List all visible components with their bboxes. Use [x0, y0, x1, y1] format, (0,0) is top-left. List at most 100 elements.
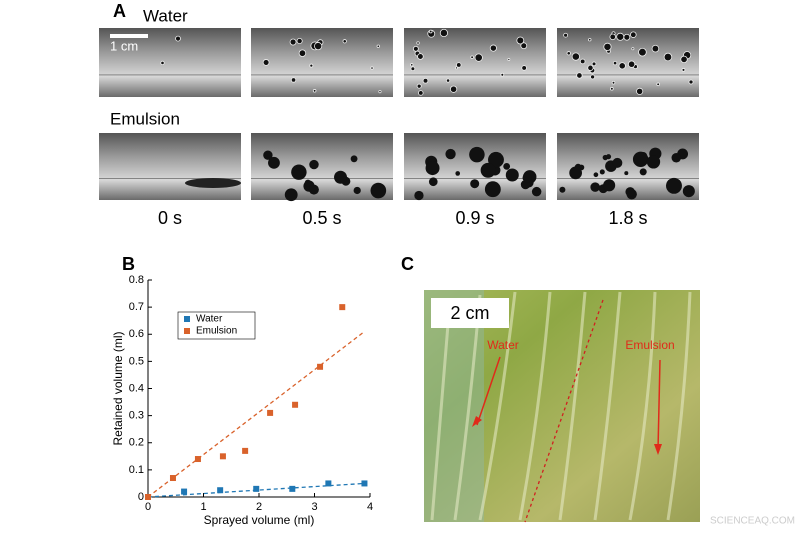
arrow	[476, 356, 501, 426]
watermark: SCIENCEAQ.COM	[710, 516, 795, 527]
point	[169, 475, 176, 482]
point	[145, 494, 151, 500]
droplet	[342, 39, 347, 44]
droplet	[663, 52, 673, 62]
droplet	[681, 68, 686, 72]
time-label: 0.9 s	[455, 208, 494, 228]
droplet	[638, 47, 647, 57]
y-tick-label: 0.6	[129, 328, 144, 340]
droplet	[296, 37, 303, 45]
droplet	[646, 155, 661, 169]
row-label: Emulsion	[110, 109, 180, 128]
droplet	[611, 80, 616, 85]
annotation: Water	[487, 338, 519, 352]
droplet	[612, 157, 623, 168]
y-axis-label: Retained volume (ml)	[111, 331, 125, 445]
arrow	[657, 359, 661, 451]
droplet	[651, 44, 660, 53]
droplet	[612, 60, 618, 66]
droplet	[671, 153, 682, 163]
droplet	[609, 33, 616, 41]
droplet	[591, 61, 597, 67]
droplet	[334, 170, 348, 184]
point	[219, 453, 226, 460]
y-tick-label: 0.2	[129, 437, 144, 449]
droplet	[414, 190, 424, 201]
point	[339, 304, 346, 311]
droplet	[422, 77, 429, 84]
scale-label: 1 cm	[110, 38, 138, 53]
droplet	[576, 72, 583, 79]
panel-label: A	[113, 1, 126, 21]
panel-c: C 2 cm Water Emulsion SCIENCEAQ.COM	[401, 254, 795, 527]
droplet	[666, 177, 682, 194]
droplet	[488, 151, 504, 168]
droplet	[590, 182, 600, 192]
droplet	[455, 171, 461, 176]
droplet	[412, 45, 419, 52]
droplet	[480, 162, 496, 178]
droplet	[522, 173, 532, 183]
droplet	[289, 38, 297, 46]
point	[325, 480, 332, 487]
droplet	[566, 51, 571, 56]
droplet	[569, 166, 582, 180]
droplet	[682, 185, 695, 198]
droplet	[428, 177, 438, 187]
droplet	[610, 86, 614, 91]
droplet	[630, 31, 637, 38]
point	[194, 456, 201, 463]
droplet	[291, 164, 307, 180]
droplet	[503, 163, 511, 170]
droplet	[428, 29, 433, 34]
droplet	[593, 172, 599, 178]
droplet	[470, 179, 480, 189]
droplet	[587, 64, 594, 71]
droplet	[378, 90, 382, 94]
point	[317, 363, 324, 370]
droplet	[474, 53, 483, 62]
droplet	[350, 155, 358, 163]
legend-label: Emulsion	[196, 326, 237, 337]
droplet	[571, 52, 580, 61]
x-tick-label: 4	[367, 501, 373, 513]
panel-label: B	[122, 254, 135, 274]
droplet	[688, 79, 694, 85]
droplet	[416, 41, 420, 45]
droplet	[185, 178, 241, 188]
legend-box	[177, 311, 256, 340]
point	[253, 485, 260, 492]
droplet	[439, 28, 448, 38]
droplet	[624, 171, 629, 176]
droplet	[470, 55, 474, 59]
droplet	[445, 78, 451, 83]
droplet	[599, 169, 605, 175]
photo	[99, 28, 241, 97]
droplet	[268, 156, 280, 169]
droplet	[455, 66, 458, 70]
droplet	[309, 159, 319, 170]
droplet	[636, 87, 644, 95]
droplet	[445, 148, 456, 160]
scale-box	[431, 298, 509, 328]
droplet	[588, 38, 592, 42]
droplet	[603, 179, 616, 192]
droplet	[410, 66, 416, 72]
point	[289, 485, 296, 492]
droplet	[296, 166, 301, 171]
droplet	[262, 59, 270, 66]
row-label: Water	[143, 6, 188, 25]
arrow-head	[472, 416, 482, 427]
droplet	[160, 60, 165, 66]
droplet	[625, 187, 635, 197]
point	[242, 447, 249, 454]
droplet	[309, 63, 314, 68]
droplet	[623, 33, 631, 41]
photo	[251, 28, 393, 97]
droplet	[263, 150, 273, 160]
droplet	[631, 47, 635, 51]
y-tick-label: 0.4	[129, 382, 144, 394]
leaf-veins	[430, 291, 692, 521]
droplet	[500, 72, 505, 77]
droplet	[603, 42, 612, 51]
